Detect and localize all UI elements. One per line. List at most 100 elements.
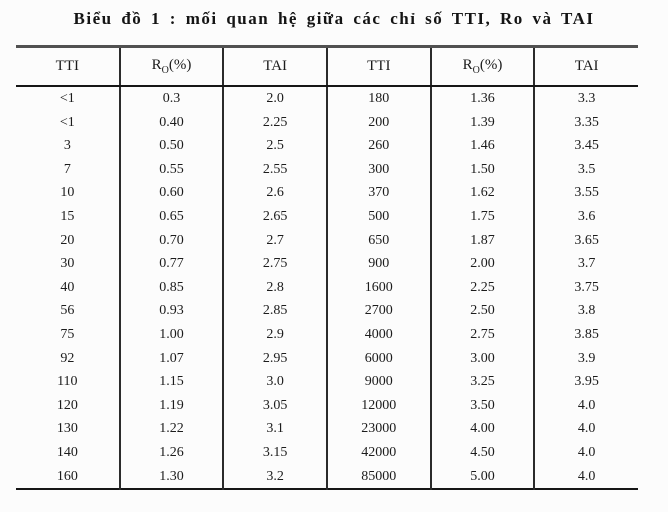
table-cell: 9000 [326,370,432,394]
table-cell: 12000 [326,393,432,418]
table-cell: 2.95 [223,346,328,371]
table-cell: 3.9 [577,350,596,366]
table-cell: 2.9 [223,322,328,347]
table-cell: 3.00 [430,346,536,371]
table-row: 160 1.30 3.2 85000 5.00 4.0 [16,464,638,490]
table-cell: 370 [326,181,432,205]
table-cell: 4.0 [577,468,596,484]
table-cell: 0.50 [119,134,225,158]
table-row: 75 1.00 2.9 4000 2.75 3.85 [16,322,638,347]
table-cell: 7 [16,157,121,182]
table-cell: 1.75 [430,204,536,229]
table-cell: 260 [326,134,432,158]
table-cell: 1600 [326,275,432,300]
table-row: 120 1.19 3.05 12000 3.50 4.0 [16,393,638,418]
table-cell: <1 [16,110,121,135]
table-cell: 0.40 [119,110,225,135]
table-cell: 2700 [326,299,432,323]
table-cell: 1.46 [430,134,536,158]
table-cell: 0.93 [119,299,225,323]
table-cell: 20 [16,228,121,253]
table-cell: 3.75 [574,279,599,295]
table-cell: 500 [326,204,432,229]
table-cell: 85000 [326,464,432,490]
table-cell: 10 [16,181,121,205]
table-cell: 5.00 [430,464,536,490]
header-cell: TTI [326,46,432,87]
table-cell: 0.85 [119,275,225,300]
table-body: <1 0.3 2.0 180 1.36 3.3 <1 0.40 2.25 200 1.39 3.35 3… [16,86,638,490]
table-cell: 1.87 [430,228,536,253]
table-cell: 2.55 [223,157,328,182]
table-cell: 0.77 [119,252,225,276]
table-row: 56 0.93 2.85 2700 2.50 3.8 [16,299,638,323]
table-row: 10 0.60 2.6 370 1.62 3.55 [16,181,638,205]
table-cell: 1.26 [119,440,225,465]
table-row: 140 1.26 3.15 42000 4.50 4.0 [16,440,638,465]
table-row: 20 0.70 2.7 650 1.87 3.65 [16,228,638,253]
scanned-document-page: Biểu đồ 1 : mối quan hệ giữa các chỉ số … [16,9,638,491]
table-cell: 1.19 [119,393,225,418]
table-cell: 3.45 [574,138,599,154]
table-cell: 3.1 [223,417,328,441]
table-row: 130 1.22 3.1 23000 4.00 4.0 [16,417,638,441]
table-cell: 2.50 [430,299,536,323]
table-cell: 2.00 [430,252,536,276]
table-cell: 200 [326,110,432,135]
table-cell: 140 [16,440,121,465]
header-cell: RO(%) [430,46,536,87]
table-cell: 3 [16,134,121,158]
table-cell: 130 [16,417,121,441]
table-cell: 6000 [326,346,432,371]
tti-ro-tai-table: TTI RO(%) TAI TTI RO(%) TAI <1 0.3 2.0 180 1.36 3.… [16,45,638,491]
table-cell: 1.07 [119,346,225,371]
table-cell: 4.0 [577,397,596,413]
table-cell: 3.3 [577,91,596,106]
table-cell: 900 [326,252,432,276]
table-cell: 2.7 [223,228,328,253]
table-cell: 3.15 [223,440,328,465]
table-cell: 4.50 [430,440,536,465]
table-cell: 4.00 [430,417,536,441]
table-cell: 160 [16,464,121,490]
table-cell: 0.60 [119,181,225,205]
table-row: 110 1.15 3.0 9000 3.25 3.95 [16,370,638,394]
header-cell: TAI [534,46,638,87]
table-cell: 2.25 [223,110,328,135]
table-cell: 0.3 [119,86,225,111]
table-cell: 30 [16,252,121,276]
table-cell: 3.5 [577,161,596,177]
table-cell: 3.95 [574,374,599,390]
table-cell: 3.8 [577,303,596,319]
table-cell: 3.6 [577,208,596,224]
table-cell: 110 [16,370,121,394]
table-header: TTI RO(%) TAI TTI RO(%) TAI [16,46,638,87]
table-cell: 2.0 [223,86,328,111]
table-cell: 0.55 [119,157,225,182]
table-cell: 1.39 [430,110,536,135]
table-cell: 0.65 [119,204,225,229]
table-cell: 2.6 [223,181,328,205]
table-row: 40 0.85 2.8 1600 2.25 3.75 [16,275,638,300]
table-row: 30 0.77 2.75 900 2.00 3.7 [16,252,638,276]
table-cell: 1.15 [119,370,225,394]
table-cell: 3.25 [430,370,536,394]
table-cell: 3.0 [223,370,328,394]
table-cell: 2.75 [223,252,328,276]
table-cell: 3.50 [430,393,536,418]
header-cell: TTI [16,46,121,87]
table-cell: 3.2 [223,464,328,490]
table-cell: 4.0 [577,421,596,437]
table-cell: 15 [16,204,121,229]
table-cell: 4000 [326,322,432,347]
table-cell: 0.70 [119,228,225,253]
header-cell: RO(%) [119,46,225,87]
table-row: 7 0.55 2.55 300 1.50 3.5 [16,157,638,182]
table-cell: 300 [326,157,432,182]
table-cell: 3.65 [574,232,599,248]
table-cell: 40 [16,275,121,300]
table-row: <1 0.3 2.0 180 1.36 3.3 [16,86,638,111]
table-row: 15 0.65 2.65 500 1.75 3.6 [16,204,638,229]
table-row: 3 0.50 2.5 260 1.46 3.45 [16,134,638,158]
table-cell: 2.85 [223,299,328,323]
